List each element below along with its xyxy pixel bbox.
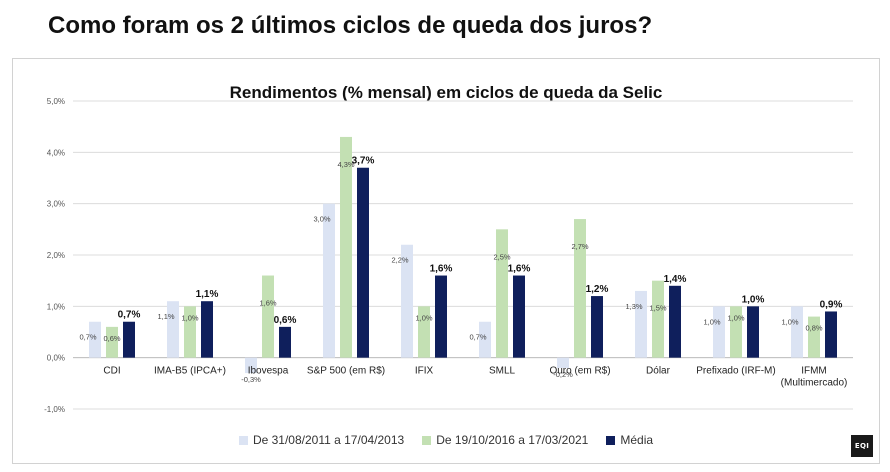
x-tick-label: Ibovespa — [248, 366, 289, 377]
x-tick-label: Ouro (em R$) — [549, 366, 610, 377]
legend-label-series-2: De 19/10/2016 a 17/03/2021 — [436, 433, 589, 447]
legend-item-series-3: Média — [606, 433, 653, 447]
data-label: 0,9% — [820, 299, 843, 310]
x-tick-label: CDI — [103, 366, 120, 377]
x-tick-label: (Multimercado) — [781, 378, 848, 389]
x-tick-label: Prefixado (IRF-M) — [696, 366, 775, 377]
data-label: 1,3% — [625, 302, 642, 311]
data-label: 1,6% — [430, 264, 453, 275]
data-label: 2,7% — [571, 242, 588, 251]
bar — [574, 219, 586, 358]
bar — [747, 306, 759, 358]
bar — [245, 357, 257, 374]
legend-label-series-1: De 31/08/2011 a 17/04/2013 — [252, 433, 405, 447]
bar — [418, 306, 430, 358]
data-label: 4,3% — [337, 160, 354, 169]
bar — [791, 306, 803, 358]
data-label: 2,5% — [493, 252, 510, 261]
bar — [123, 321, 135, 358]
data-label: 1,6% — [259, 299, 276, 308]
data-label: 1,5% — [649, 304, 666, 313]
bar-chart: -1,0% 0,0% 1,0% 2,0% 3,0% 4,0% 5,0% 0,7% 0,6% 0,7… — [44, 97, 853, 414]
data-label: 0,7% — [469, 333, 486, 342]
data-label: 1,6% — [508, 264, 531, 275]
data-label: -0,2% — [553, 370, 573, 379]
bar — [808, 316, 820, 358]
bar — [557, 357, 569, 368]
bar — [730, 306, 742, 358]
y-tick-label: 0,0% — [47, 354, 65, 363]
bar — [184, 306, 196, 358]
data-label: 0,7% — [118, 310, 141, 321]
legend-item-series-1: De 31/08/2011 a 17/04/2013 — [238, 433, 405, 447]
data-label: 1,0% — [703, 317, 720, 326]
legend-swatch-series-3 — [606, 435, 616, 445]
bar — [713, 306, 725, 358]
bar — [357, 167, 369, 358]
x-tick-label: IFMM — [801, 366, 827, 377]
data-label: 1,1% — [157, 312, 174, 321]
y-tick-label: 4,0% — [47, 148, 65, 157]
y-tick-label: 2,0% — [47, 251, 65, 260]
bar — [106, 326, 118, 358]
x-tick-label: IFIX — [415, 366, 434, 377]
data-label: 1,0% — [181, 313, 198, 322]
bar — [825, 311, 837, 358]
bar — [635, 290, 647, 358]
chart-legend: De 31/08/2011 a 17/04/2013 De 19/10/2016… — [13, 433, 879, 447]
bar — [201, 301, 213, 358]
data-label: 1,4% — [664, 274, 687, 285]
bar — [479, 321, 491, 358]
data-label: 1,0% — [415, 313, 432, 322]
bar — [669, 285, 681, 358]
y-tick-label: 3,0% — [47, 200, 65, 209]
x-tick-label: IMA-B5 (IPCA+) — [154, 366, 226, 377]
bar — [652, 280, 664, 358]
y-tick-label: 1,0% — [47, 302, 65, 311]
bar — [323, 203, 335, 358]
x-tick-label: Dólar — [646, 366, 671, 377]
data-label: -0,3% — [241, 375, 261, 384]
bar — [591, 296, 603, 358]
legend-swatch-series-1 — [238, 435, 248, 445]
bar — [167, 301, 179, 358]
chart-frame: Rendimentos (% mensal) em ciclos de qued… — [12, 58, 880, 464]
y-tick-label: -1,0% — [44, 405, 65, 414]
data-label: 0,7% — [79, 333, 96, 342]
data-label: 0,8% — [805, 324, 822, 333]
y-tick-label: 5,0% — [47, 97, 65, 106]
data-label: 1,1% — [196, 289, 219, 300]
x-tick-label: SMLL — [489, 366, 516, 377]
eqi-logo-icon: EQI — [851, 435, 873, 457]
data-label: 3,0% — [313, 215, 330, 224]
bar — [262, 275, 274, 358]
data-label: 0,6% — [274, 315, 297, 326]
x-tick-label: S&P 500 (em R$) — [307, 366, 385, 377]
data-label: 0,6% — [103, 334, 120, 343]
data-label: 3,7% — [352, 156, 375, 167]
bar — [279, 326, 291, 358]
data-label: 1,0% — [742, 294, 765, 305]
legend-swatch-series-2 — [422, 435, 432, 445]
data-label: 1,0% — [727, 313, 744, 322]
legend-label-series-3: Média — [620, 433, 654, 447]
bar — [89, 321, 101, 358]
data-label: 2,2% — [391, 256, 408, 265]
data-label: 1,2% — [586, 284, 609, 295]
bar — [435, 275, 447, 358]
bar — [496, 229, 508, 358]
bar — [401, 244, 413, 358]
page-title: Como foram os 2 últimos ciclos de queda … — [48, 12, 653, 39]
legend-item-series-2: De 19/10/2016 a 17/03/2021 — [422, 433, 588, 447]
bar — [340, 136, 352, 358]
data-label: 1,0% — [781, 317, 798, 326]
bar — [513, 275, 525, 358]
chart-title: Rendimentos (% mensal) em ciclos de qued… — [229, 83, 663, 102]
